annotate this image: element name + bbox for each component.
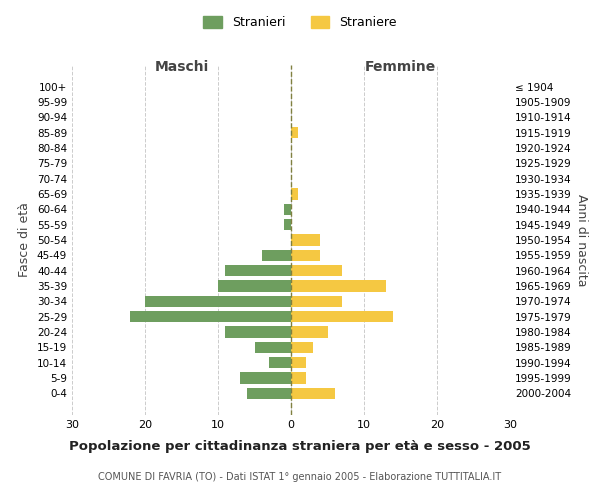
- Bar: [269, 357, 291, 368]
- Bar: [262, 250, 291, 261]
- Bar: [284, 219, 291, 230]
- Bar: [291, 280, 386, 292]
- Bar: [291, 342, 313, 353]
- Bar: [291, 311, 393, 322]
- Bar: [240, 372, 291, 384]
- Bar: [218, 280, 291, 292]
- Bar: [291, 326, 328, 338]
- Bar: [291, 357, 305, 368]
- Bar: [291, 265, 342, 276]
- Bar: [291, 296, 342, 307]
- Text: COMUNE DI FAVRIA (TO) - Dati ISTAT 1° gennaio 2005 - Elaborazione TUTTITALIA.IT: COMUNE DI FAVRIA (TO) - Dati ISTAT 1° ge…: [98, 472, 502, 482]
- Bar: [226, 326, 291, 338]
- Bar: [291, 188, 298, 200]
- Bar: [291, 127, 298, 138]
- Legend: Stranieri, Straniere: Stranieri, Straniere: [198, 11, 402, 34]
- Bar: [284, 204, 291, 215]
- Bar: [254, 342, 291, 353]
- Y-axis label: Anni di nascita: Anni di nascita: [575, 194, 588, 286]
- Bar: [226, 265, 291, 276]
- Bar: [130, 311, 291, 322]
- Bar: [291, 234, 320, 246]
- Bar: [145, 296, 291, 307]
- Bar: [291, 388, 335, 399]
- Y-axis label: Fasce di età: Fasce di età: [19, 202, 31, 278]
- Text: Popolazione per cittadinanza straniera per età e sesso - 2005: Popolazione per cittadinanza straniera p…: [69, 440, 531, 453]
- Bar: [291, 372, 305, 384]
- Bar: [291, 250, 320, 261]
- Text: Femmine: Femmine: [365, 60, 436, 74]
- Text: Maschi: Maschi: [154, 60, 209, 74]
- Bar: [247, 388, 291, 399]
